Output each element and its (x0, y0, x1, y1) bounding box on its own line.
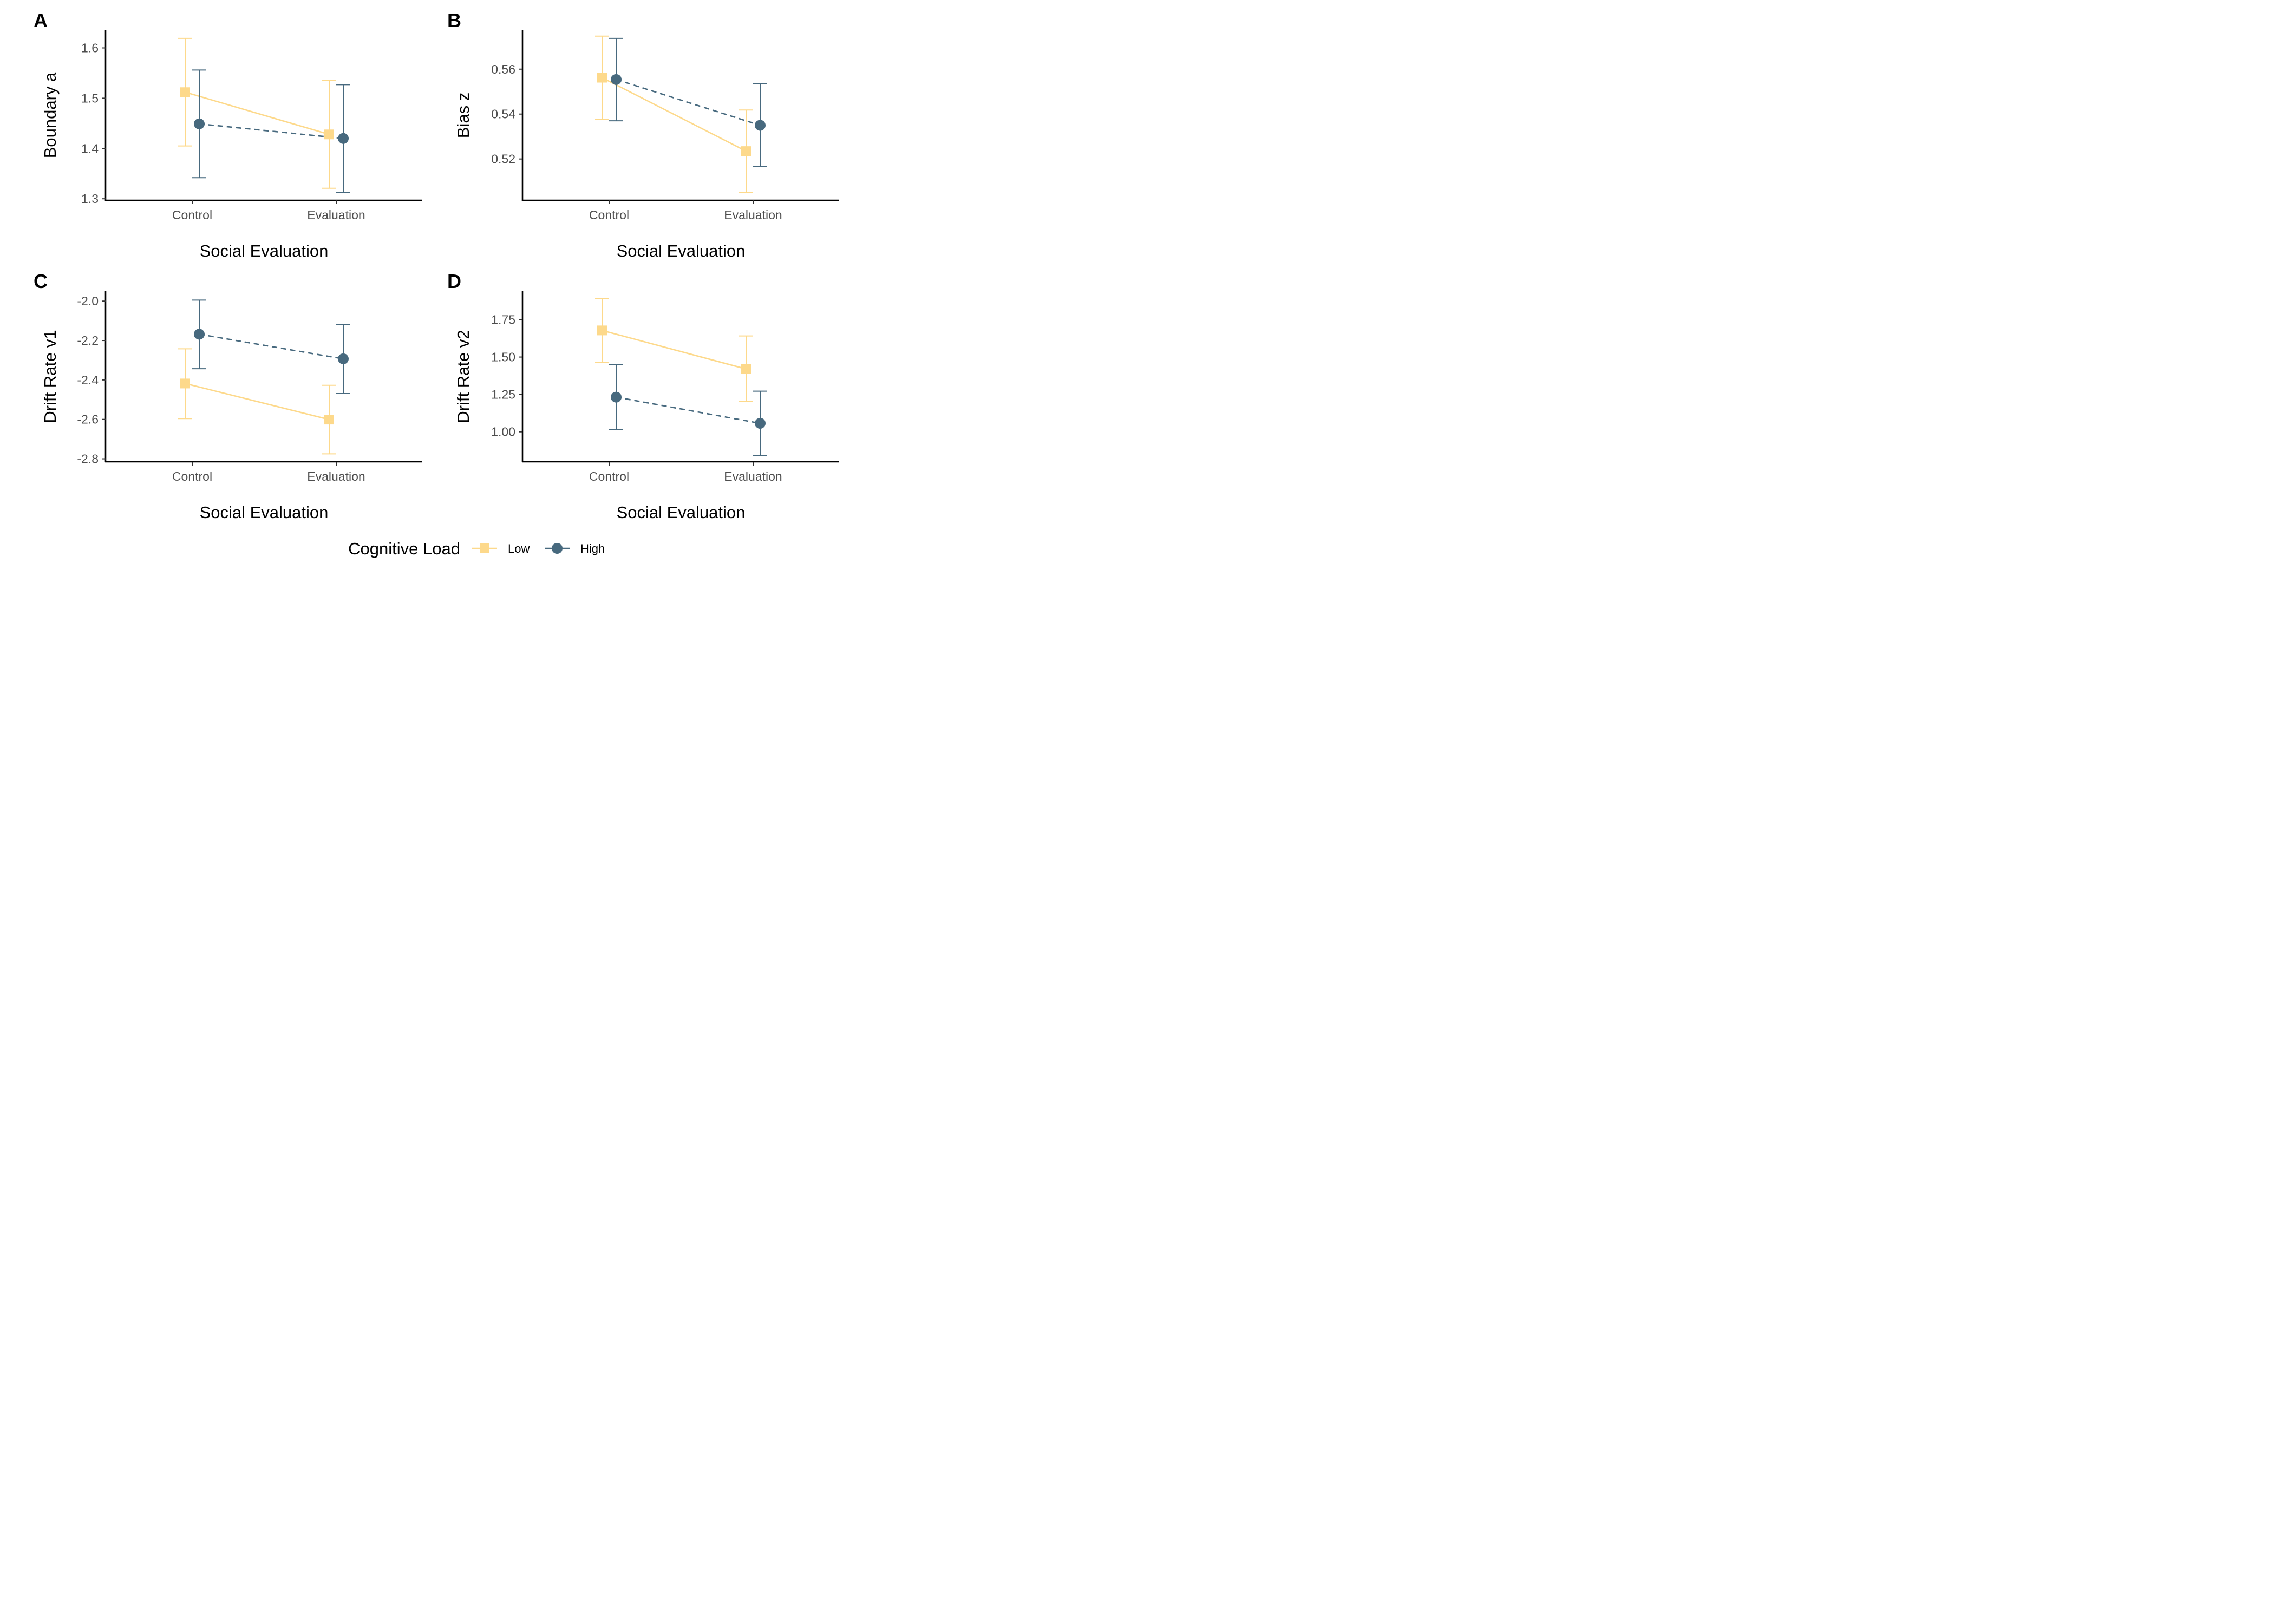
x-axis-title: Social Evaluation (617, 241, 746, 260)
x-tick-label: Control (589, 469, 629, 483)
data-point-low (324, 129, 334, 140)
data-point-high (338, 353, 349, 364)
data-point-high (755, 120, 766, 131)
series-line-high (616, 78, 761, 126)
y-axis-title: Bias z (454, 93, 473, 138)
data-point-low (180, 378, 190, 389)
panel-d: D 1.00 1.25 1.50 1.75 Control Evaluation Social… (447, 270, 839, 522)
y-tick-label: -2.6 (77, 412, 99, 427)
legend-title: Cognitive Load (348, 539, 460, 558)
legend-label-low: Low (508, 542, 530, 555)
data-point-low (180, 87, 190, 97)
y-tick-label: 1.4 (81, 141, 99, 155)
panel-b: B 0.52 0.54 0.56 Control Evaluation Social Eva… (447, 9, 839, 260)
panel-letter-b: B (447, 9, 461, 31)
y-tick-label: 0.52 (491, 152, 515, 166)
x-tick-label: Control (172, 469, 212, 483)
panel-letter-d: D (447, 270, 461, 292)
x-axis-title: Social Evaluation (200, 241, 329, 260)
y-axis-title: Drift Rate v2 (454, 330, 473, 423)
data-point-low (741, 364, 751, 374)
y-axis-title: Drift Rate v1 (41, 330, 60, 423)
data-point-low (324, 415, 334, 425)
series-line-low (602, 330, 747, 370)
y-tick-label: 0.54 (491, 107, 515, 121)
panel-letter-a: A (34, 9, 48, 31)
y-tick-label: 0.56 (491, 62, 515, 76)
y-tick-label: -2.8 (77, 452, 99, 466)
data-point-high (194, 118, 205, 129)
legend-key-high-marker (552, 543, 563, 554)
x-tick-label: Evaluation (307, 208, 365, 222)
series-line-low (185, 91, 330, 135)
data-point-low (597, 325, 607, 336)
figure: A 1.3 1.4 1.5 1.6 Control Evaluation Social Eva… (34, 9, 839, 558)
y-tick-label: -2.2 (77, 333, 99, 348)
x-tick-label: Control (589, 208, 629, 222)
data-point-high (755, 417, 766, 429)
data-point-high (194, 329, 205, 340)
panels: A 1.3 1.4 1.5 1.6 Control Evaluation Social Eva… (34, 9, 839, 522)
y-tick-label: 1.25 (491, 388, 515, 402)
legend: Cognitive Load Low High (348, 539, 605, 558)
y-tick-label: -2.4 (77, 373, 99, 387)
x-tick-label: Evaluation (307, 469, 365, 483)
legend-key-low-marker (480, 543, 489, 553)
x-tick-label: Evaluation (724, 208, 782, 222)
data-point-high (611, 74, 622, 85)
x-tick-label: Control (172, 208, 212, 222)
x-tick-label: Evaluation (724, 469, 782, 483)
y-axis-title: Boundary a (41, 72, 60, 158)
y-tick-label: 1.6 (81, 41, 99, 55)
y-tick-label: 1.3 (81, 192, 99, 206)
panel-letter-c: C (34, 270, 48, 292)
data-point-high (338, 133, 349, 144)
series-line-low (602, 77, 747, 152)
y-tick-label: 1.75 (491, 313, 515, 327)
legend-label-high: High (580, 542, 605, 555)
x-axis-title: Social Evaluation (617, 503, 746, 522)
series-line-high (199, 123, 344, 140)
series-line-high (616, 396, 761, 424)
panel-c: C -2.8 -2.6 -2.4 -2.2 -2.0 Control Evaluation So… (34, 270, 422, 522)
series-line-high (199, 333, 344, 360)
data-point-low (597, 73, 607, 83)
panel-a: A 1.3 1.4 1.5 1.6 Control Evaluation Social Eva… (34, 9, 422, 260)
data-point-low (741, 146, 751, 156)
series-line-low (185, 383, 330, 421)
y-tick-label: 1.00 (491, 425, 515, 439)
y-tick-label: -2.0 (77, 294, 99, 308)
y-tick-label: 1.5 (81, 91, 99, 105)
y-tick-label: 1.50 (491, 350, 515, 364)
x-axis-title: Social Evaluation (200, 503, 329, 522)
data-point-high (611, 391, 622, 403)
